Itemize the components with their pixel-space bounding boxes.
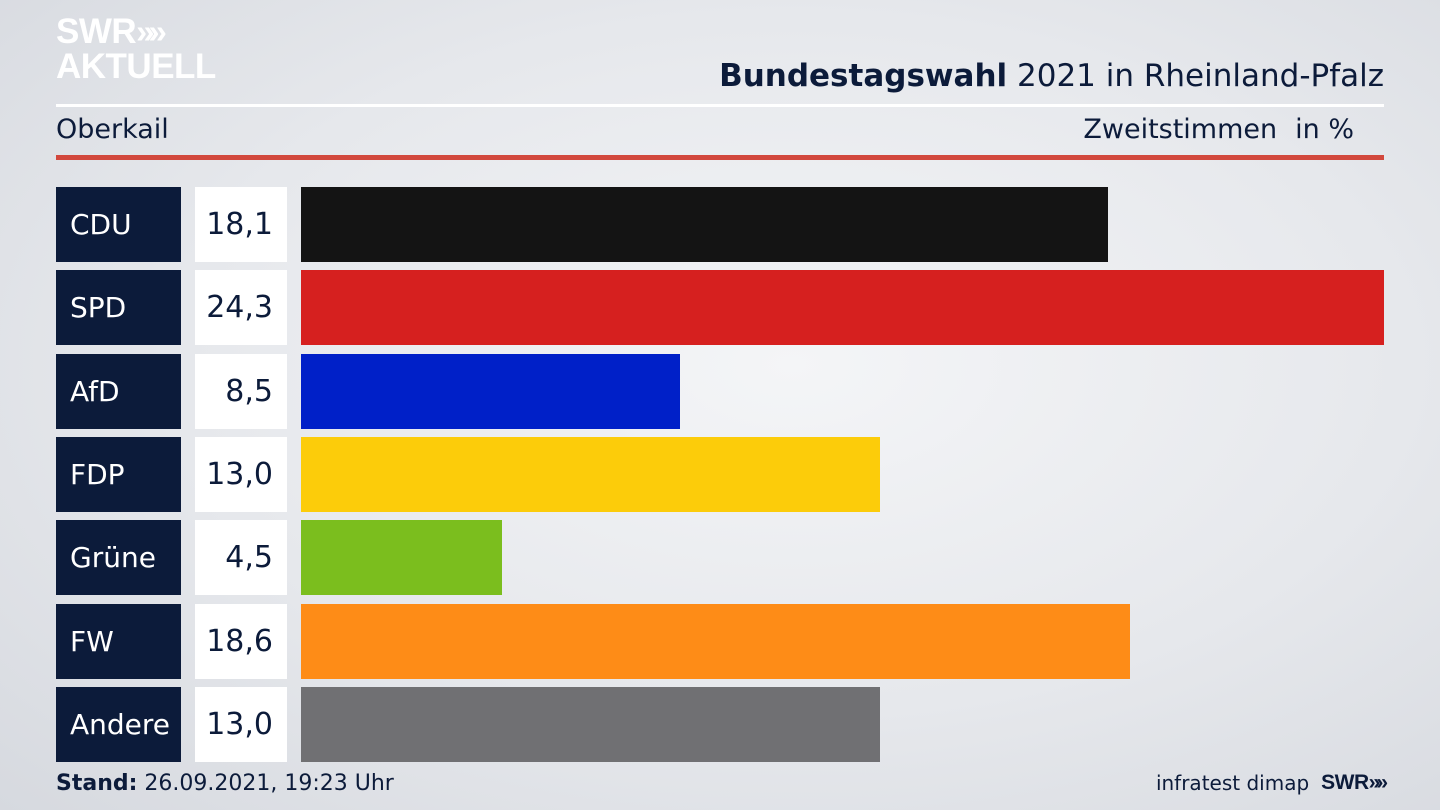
party-label: SPD (56, 270, 181, 346)
value-label: 18,1 (195, 187, 287, 262)
title-rest: 2021 in Rheinland-Pfalz (1007, 58, 1384, 94)
chart-title: Bundestagswahl 2021 in Rheinland-Pfalz (719, 58, 1384, 94)
bar (301, 353, 680, 429)
bar (301, 686, 880, 762)
value-label: 13,0 (195, 436, 287, 512)
footer-credits: infratest dimap SWR»» (1155, 771, 1388, 795)
title-bold: Bundestagswahl (719, 58, 1008, 94)
swr-chevrons-icon: »» (1368, 771, 1388, 794)
party-label: FW (56, 603, 181, 679)
stand-label: Stand: (56, 771, 138, 796)
header-divider (56, 104, 1384, 107)
party-label: Andere (56, 686, 181, 762)
bar-row: Grüne 4,5 (56, 520, 1384, 596)
value-label: 13,0 (195, 686, 287, 762)
logo-line2: AKTUELL (56, 47, 216, 86)
swr-aktuell-logo: SWR»» AKTUELL (56, 14, 216, 84)
bar-row: SPD 24,3 (56, 270, 1384, 346)
bar-row: FDP 13,0 (56, 436, 1384, 512)
bar (301, 187, 1108, 262)
value-label: 4,5 (195, 520, 287, 596)
accent-divider (56, 155, 1384, 160)
bar-row: FW 18,6 (56, 603, 1384, 679)
region-label: Oberkail (56, 114, 169, 145)
measure-name: Zweitstimmen (1083, 114, 1278, 145)
party-label: FDP (56, 436, 181, 512)
bar-row: Andere 13,0 (56, 686, 1384, 762)
value-label: 18,6 (195, 603, 287, 679)
value-label: 8,5 (195, 353, 287, 429)
bar-row: AfD 8,5 (56, 353, 1384, 429)
bar-row: CDU 18,1 (56, 187, 1384, 262)
swr-footer-text: SWR (1321, 771, 1369, 794)
bar (301, 603, 1130, 679)
swr-footer-logo: SWR»» (1321, 771, 1388, 795)
unit-label: in % (1295, 114, 1354, 145)
logo-line1: SWR (56, 12, 137, 51)
bar (301, 270, 1384, 346)
bar (301, 436, 880, 512)
logo-chevrons-icon: »» (136, 13, 167, 50)
party-label: Grüne (56, 520, 181, 596)
party-label: AfD (56, 353, 181, 429)
party-label: CDU (56, 187, 181, 262)
value-label: 24,3 (195, 270, 287, 346)
source-label: infratest dimap (1155, 771, 1310, 795)
stand-value: 26.09.2021, 19:23 Uhr (137, 771, 394, 796)
timestamp: Stand: 26.09.2021, 19:23 Uhr (56, 771, 394, 796)
bar (301, 520, 502, 596)
measure-label: Zweitstimmen in % (1083, 114, 1354, 145)
